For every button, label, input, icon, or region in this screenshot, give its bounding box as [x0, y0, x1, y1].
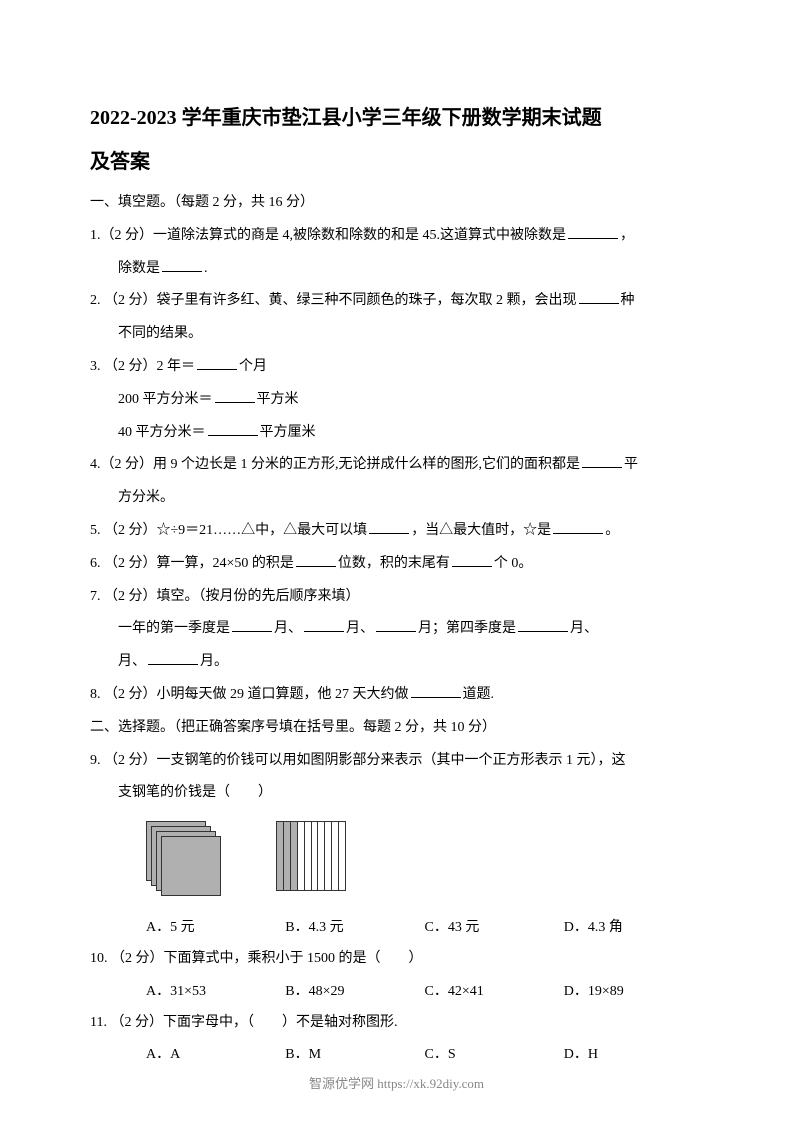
section-1-header: 一、填空题。（每题 2 分，共 16 分） — [90, 188, 703, 219]
option-c[interactable]: C．42×41 — [425, 977, 564, 1008]
question-7-line3: 月、月。 — [90, 647, 703, 678]
option-a[interactable]: A．31×53 — [146, 977, 285, 1008]
blank-input[interactable] — [369, 520, 409, 534]
blank-input[interactable] — [162, 258, 202, 272]
option-c[interactable]: C．S — [425, 1040, 564, 1071]
question-6: 6. （2 分）算一算，24×50 的积是位数，积的末尾有个 0。 — [90, 549, 703, 580]
question-10: 10. （2 分）下面算式中，乘积小于 1500 的是（ ） — [90, 944, 703, 975]
question-7-line2: 一年的第一季度是月、月、月；第四季度是月、 — [90, 614, 703, 645]
option-c[interactable]: C．43 元 — [425, 913, 564, 944]
blank-input[interactable] — [208, 422, 258, 436]
question-5: 5. （2 分）☆÷9＝21……△中，△最大可以填，当△最大值时，☆是。 — [90, 516, 703, 547]
option-a[interactable]: A．5 元 — [146, 913, 285, 944]
blank-input[interactable] — [304, 618, 344, 632]
blank-input[interactable] — [197, 356, 237, 370]
page-title-2: 及答案 — [90, 144, 703, 180]
question-4-line2: 方分米。 — [90, 483, 703, 514]
question-3-line2: 200 平方分米＝平方米 — [90, 385, 703, 416]
blank-input[interactable] — [296, 553, 336, 567]
option-a[interactable]: A．A — [146, 1040, 285, 1071]
blank-input[interactable] — [582, 454, 622, 468]
option-d[interactable]: D．H — [564, 1040, 703, 1071]
question-3-line3: 40 平方分米＝平方厘米 — [90, 418, 703, 449]
page-title: 2022-2023 学年重庆市垫江县小学三年级下册数学期末试题 — [90, 100, 703, 136]
question-11: 11. （2 分）下面字母中，（ ）不是轴对称图形. — [90, 1008, 703, 1039]
stripes-icon — [276, 821, 346, 891]
question-1-line2: 除数是. — [90, 254, 703, 285]
question-9-options: A．5 元 B．4.3 元 C．43 元 D．4.3 角 — [90, 913, 703, 944]
question-8: 8. （2 分）小明每天做 29 道口算题，他 27 天大约做道题. — [90, 680, 703, 711]
question-9: 9. （2 分）一支钢笔的价钱可以用如图阴影部分来表示（其中一个正方形表示 1 … — [90, 746, 703, 777]
question-7: 7. （2 分）填空。（按月份的先后顺序来填） — [90, 582, 703, 613]
title-line2: 及答案 — [90, 151, 150, 173]
question-2-line2: 不同的结果。 — [90, 319, 703, 350]
question-9-figure — [90, 821, 703, 901]
blank-input[interactable] — [518, 618, 568, 632]
blank-input[interactable] — [452, 553, 492, 567]
question-2: 2. （2 分）袋子里有许多红、黄、绿三种不同颜色的珠子，每次取 2 颗，会出现… — [90, 286, 703, 317]
blank-input[interactable] — [232, 618, 272, 632]
question-10-options: A．31×53 B．48×29 C．42×41 D．19×89 — [90, 977, 703, 1008]
blank-input[interactable] — [376, 618, 416, 632]
option-b[interactable]: B．48×29 — [285, 977, 424, 1008]
stacked-squares-icon — [146, 821, 226, 901]
blank-input[interactable] — [553, 520, 603, 534]
section-2-header: 二、选择题。（把正确答案序号填在括号里。每题 2 分，共 10 分） — [90, 713, 703, 744]
option-b[interactable]: B．M — [285, 1040, 424, 1071]
blank-input[interactable] — [579, 290, 619, 304]
question-9-line2: 支钢笔的价钱是（ ） — [90, 778, 703, 809]
title-line1: 2022-2023 学年重庆市垫江县小学三年级下册数学期末试题 — [90, 107, 602, 129]
blank-input[interactable] — [411, 684, 461, 698]
blank-input[interactable] — [215, 389, 255, 403]
question-11-options: A．A B．M C．S D．H — [90, 1040, 703, 1071]
option-b[interactable]: B．4.3 元 — [285, 913, 424, 944]
option-d[interactable]: D．4.3 角 — [564, 913, 703, 944]
question-3: 3. （2 分）2 年＝个月 — [90, 352, 703, 383]
question-1: 1.（2 分）一道除法算式的商是 4,被除数和除数的和是 45.这道算式中被除数… — [90, 221, 703, 252]
blank-input[interactable] — [568, 225, 618, 239]
option-d[interactable]: D．19×89 — [564, 977, 703, 1008]
question-4: 4.（2 分）用 9 个边长是 1 分米的正方形,无论拼成什么样的图形,它们的面… — [90, 450, 703, 481]
blank-input[interactable] — [148, 651, 198, 665]
page-footer: 智源优学网 https://xk.92diy.com — [0, 1073, 793, 1092]
